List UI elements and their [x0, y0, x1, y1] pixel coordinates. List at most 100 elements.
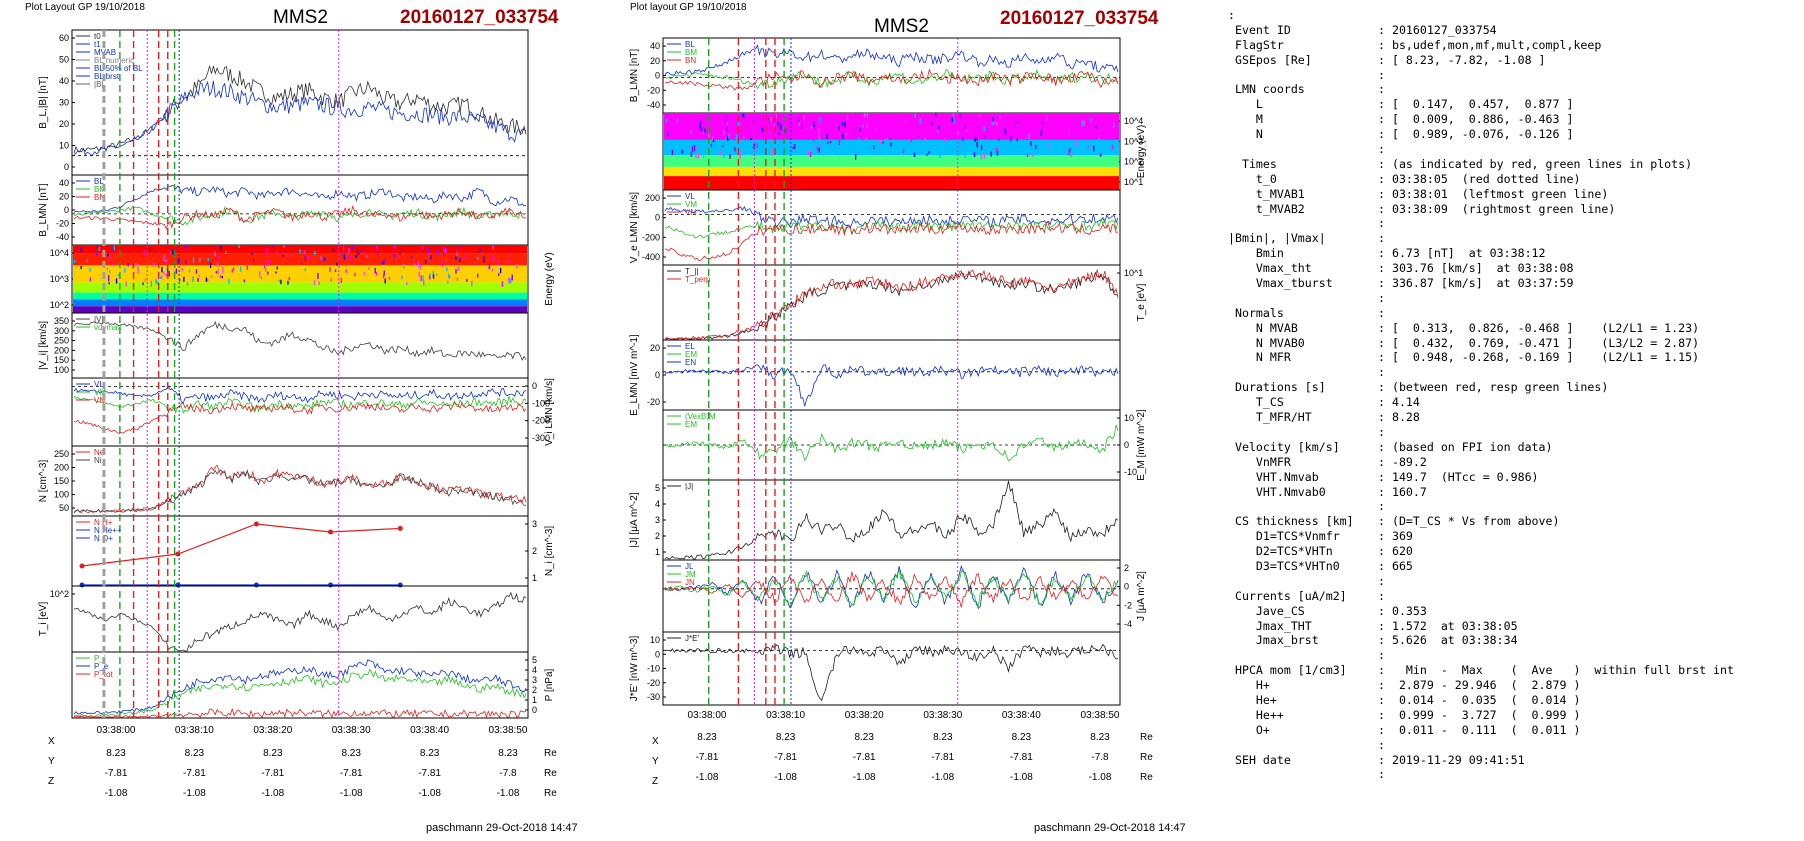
spectrogram-pixel — [135, 262, 137, 266]
summary-key — [1228, 68, 1378, 83]
spectrogram-pixel — [995, 147, 998, 153]
spectrogram-pixel — [411, 256, 413, 259]
spectrogram-pixel — [710, 143, 713, 147]
position-value: -7.81 — [183, 768, 206, 779]
legend-entry: T_perp — [685, 275, 711, 284]
spectrogram-pixel — [836, 123, 839, 127]
summary-line: He++: 0.999 - 3.727 ( 0.999 ) — [1228, 708, 1804, 723]
summary-line: SEH date: 2019-11-29 09:41:51 — [1228, 753, 1804, 768]
spectrogram-pixel — [852, 144, 854, 148]
spectrogram-pixel — [80, 247, 82, 253]
spectrogram-pixel — [153, 262, 155, 267]
spectrogram-pixel — [348, 248, 350, 254]
summary-value: : — [1378, 737, 1385, 752]
spectrogram-pixel — [428, 252, 431, 258]
spectrogram-pixel — [172, 249, 174, 255]
summary-line: D3=TCS*VHTn0 : 665 — [1228, 559, 1804, 574]
spectrogram-pixel — [383, 270, 385, 276]
summary-value: : 665 — [1378, 558, 1413, 573]
position-value: 8.23 — [498, 748, 518, 759]
spectrogram-pixel — [809, 151, 812, 158]
summary-key: VHT.Nmvab0 — [1228, 484, 1326, 499]
spectrogram-pixel — [125, 281, 127, 287]
spectrogram-pixel — [232, 267, 235, 271]
legend-entry: VN — [94, 396, 105, 405]
spectrogram-pixel — [209, 262, 212, 268]
y-tick-label: 30 — [59, 98, 69, 108]
spectrogram-pixel — [356, 248, 359, 255]
spectrogram-pixel — [826, 133, 828, 139]
spectrogram-pixel — [217, 262, 219, 268]
spectrogram-pixel — [332, 248, 335, 252]
spectrogram-pixel — [318, 281, 320, 286]
y-axis-label: T_i [eV] — [38, 602, 49, 637]
spectrogram-pixel — [499, 267, 502, 274]
y-tick-label: 2 — [655, 531, 660, 541]
spectrogram-pixel — [808, 142, 810, 148]
spectrogram-pixel — [195, 269, 198, 274]
summary-key: Event ID — [1228, 22, 1291, 37]
panel-frame — [662, 339, 1121, 411]
series-point — [253, 582, 259, 588]
y-tick-label: 150 — [54, 355, 69, 365]
spectrogram-pixel — [96, 245, 99, 249]
legend-entry: VL — [94, 380, 104, 389]
spectrogram-pixel — [1075, 141, 1078, 147]
y-tick-label: 0 — [655, 649, 660, 659]
summary-value: : 03:38:05 (red dotted line) — [1378, 171, 1581, 186]
spectrogram-pixel — [163, 271, 165, 275]
spectrogram-pixel — [276, 266, 279, 270]
spectrogram-pixel — [314, 250, 316, 256]
summary-line: Durations [s]: (between red, resp green … — [1228, 380, 1804, 395]
spectrogram-pixel — [95, 252, 98, 256]
summary-key: Times — [1228, 156, 1277, 171]
y-tick-label: 10^2 — [50, 300, 69, 310]
series-line — [73, 80, 527, 156]
spectrogram-pixel — [829, 148, 832, 151]
y-tick-label: -2 — [1124, 600, 1132, 610]
summary-line: : — [1228, 291, 1804, 306]
spectrogram-pixel — [818, 135, 821, 142]
y-tick-label: -20 — [647, 678, 660, 688]
legend-entry: VM — [94, 388, 106, 397]
spectrogram-pixel — [866, 113, 869, 118]
summary-value: : [ 0.147, 0.457, 0.877 ] — [1378, 97, 1574, 112]
time-tick-label: 03:38:20 — [845, 710, 884, 721]
spectrogram-pixel — [185, 245, 188, 250]
legend-entry: BM — [685, 48, 697, 57]
spectrogram-pixel — [432, 270, 435, 277]
spectrogram-pixel — [351, 245, 354, 250]
spectrogram-pixel — [206, 278, 209, 282]
spectrogram-pixel — [108, 281, 110, 285]
spectrogram-band — [73, 292, 527, 300]
summary-value: : [ 0.313, 0.826, -0.468 ] (L2/L1 = 1.23… — [1378, 320, 1700, 335]
panel-frame — [71, 585, 529, 653]
position-value: 8.23 — [185, 748, 205, 759]
summary-line: M: [ 0.009, 0.886, -0.463 ] — [1228, 112, 1804, 127]
spectrogram-pixel — [303, 250, 306, 254]
summary-line: t_MVAB2: 03:38:09 (rightmost green line) — [1228, 202, 1804, 217]
spectrogram-pixel — [997, 117, 999, 120]
summary-key — [1228, 738, 1378, 753]
spectrogram-pixel — [366, 254, 368, 258]
spectrogram-pixel — [89, 277, 91, 282]
spectrogram-pixel — [893, 141, 895, 148]
spectrogram-pixel — [847, 122, 849, 126]
spectrogram-pixel — [693, 145, 696, 152]
summary-value: : -89.2 — [1378, 454, 1427, 469]
summary-value: : — [1378, 290, 1385, 305]
series-line — [664, 68, 1119, 90]
position-value: 8.23 — [697, 732, 717, 743]
time-tick-label: 03:38:10 — [766, 710, 805, 721]
summary-value: : [ 8.23, -7.82, -1.08 ] — [1378, 52, 1546, 67]
spectrogram-pixel — [701, 127, 703, 132]
spectrogram-pixel — [330, 277, 332, 282]
spectrogram-pixel — [259, 271, 261, 278]
y-tick-label: -20 — [647, 397, 660, 407]
summary-line: Times: (as indicated by red, green lines… — [1228, 157, 1804, 172]
time-tick-label: 03:38:00 — [688, 710, 727, 721]
summary-key: D3=TCS*VHTn0 — [1228, 558, 1340, 573]
